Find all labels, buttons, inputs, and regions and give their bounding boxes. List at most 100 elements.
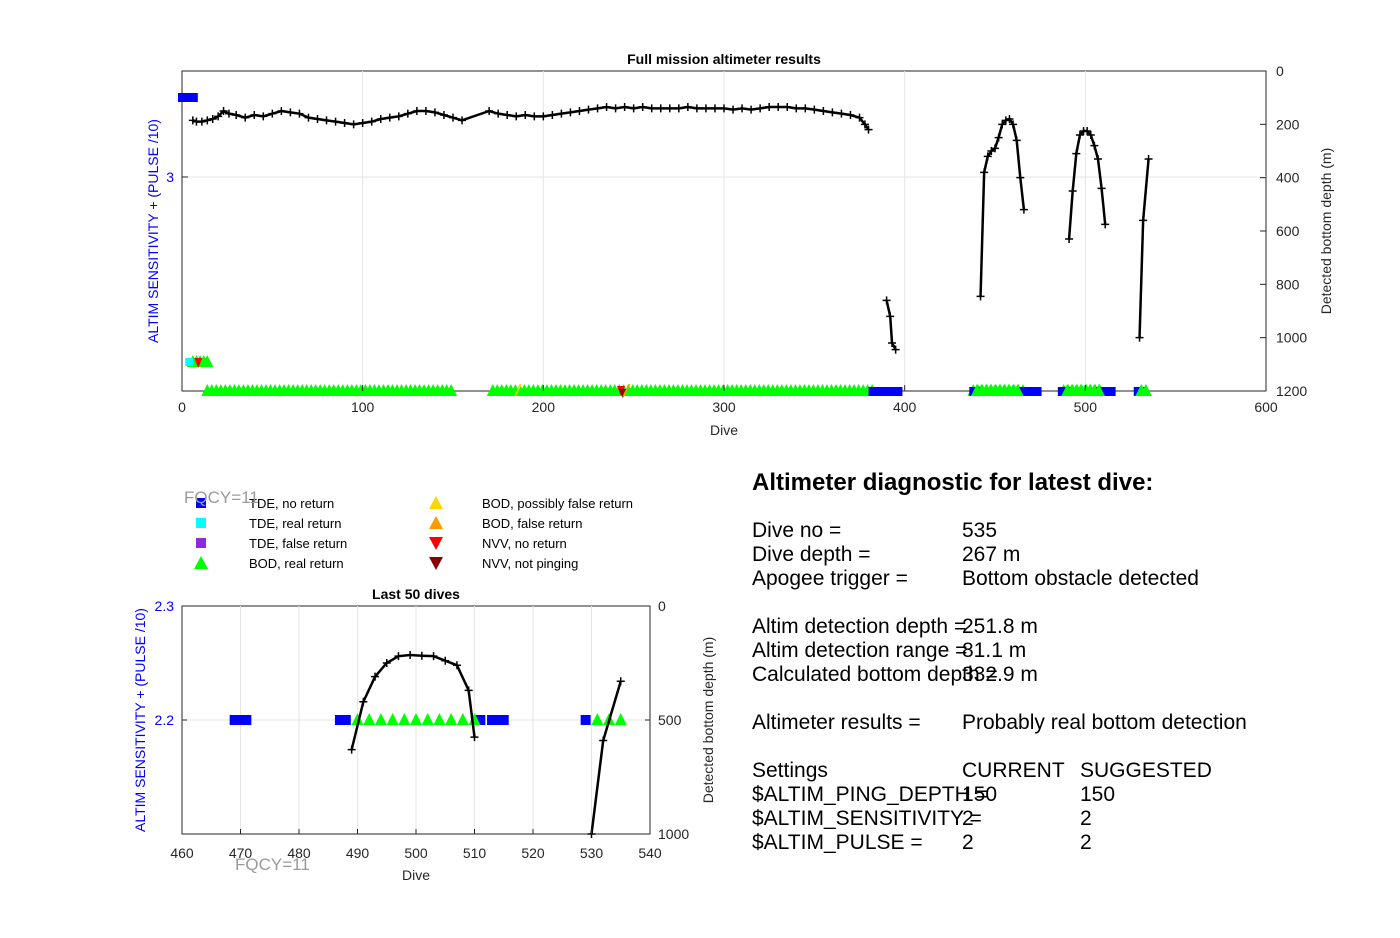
bottom-depth-point [584, 105, 593, 114]
bottom-depth-point [976, 292, 985, 301]
bottom-depth-point [674, 104, 683, 113]
top-y-tick-label: 3 [166, 169, 174, 185]
bottom-depth-point [512, 112, 521, 121]
bottom-bottom-depth-lines [347, 651, 625, 838]
bottom-depth-point [313, 115, 322, 123]
setting-suggested: 150 [1080, 783, 1116, 806]
bottom-depth-point [359, 697, 368, 706]
bottom-depth-point [376, 115, 385, 123]
tde-real-return-marker [185, 358, 194, 366]
legend-marker [196, 538, 206, 548]
top-y2-tick-label: 1000 [1276, 330, 1307, 346]
top-x-label: Dive [710, 422, 738, 438]
bottom-depth-point [385, 113, 394, 122]
tde-no-return-marker [892, 387, 899, 396]
setting-current: 150 [962, 783, 998, 806]
bod-real-return-marker [445, 384, 458, 396]
bottom-depth-point [485, 107, 494, 115]
bottom-depth-point [647, 104, 656, 113]
top-bottom-depth-lines [188, 103, 1153, 354]
bod-real-return-marker [363, 713, 376, 725]
legend-label: BOD, real return [249, 556, 344, 571]
bottom-depth-point [566, 108, 575, 117]
bottom-depth-point [286, 108, 295, 117]
top-y2-label: Detected bottom depth (m) [1318, 148, 1334, 315]
bottom-depth-point [819, 107, 828, 115]
full-mission-chart: 0 100 200 300 400 500 600 3 0 200 400 600 800 1000 120… [145, 51, 1334, 438]
top-x-tick-label: 0 [178, 399, 186, 415]
bottom-depth-point [452, 661, 461, 670]
bottom-depth-point [864, 125, 873, 134]
nvv-no-return-marker [194, 358, 203, 368]
legend-marker [429, 537, 443, 550]
bottom-depth-point [340, 119, 349, 127]
bottom-depth-point [1139, 216, 1148, 225]
setting-current: 2 [962, 807, 974, 830]
bottom-depth-point [1090, 141, 1099, 150]
bottom-depth-point [412, 107, 421, 115]
bottom-depth-point [720, 104, 728, 113]
bottom-depth-point [792, 104, 801, 113]
setting-label: $ALTIM_PING_DEPTH = [752, 783, 988, 806]
bod-real-return-marker [614, 713, 627, 725]
bod-real-return-marker [1011, 384, 1024, 396]
bottom-depth-point [188, 116, 197, 125]
bottom-depth-point [860, 120, 869, 129]
bottom-depth-point [557, 109, 566, 118]
bottom-depth-point [295, 109, 304, 118]
legend-label: BOD, false return [482, 516, 582, 531]
top-ticks: 0 100 200 300 400 500 600 3 0 200 400 600 800 1000 120… [166, 63, 1307, 415]
settings-header-suggested: SUGGESTED [1080, 759, 1212, 782]
bottom-depth-point [241, 113, 250, 122]
legend-label: NVV, no return [482, 536, 567, 551]
bottom-depth-point [886, 312, 895, 321]
bottom-depth-point [774, 103, 783, 111]
diagnostic-title: Altimeter diagnostic for latest dive: [752, 469, 1154, 496]
bottom-x-tick-label: 480 [287, 845, 311, 861]
tde-no-return-marker [580, 715, 591, 725]
setting-suggested: 2 [1080, 831, 1092, 854]
bottom-depth-point [1012, 136, 1021, 145]
bod-real-return-marker [1092, 384, 1105, 396]
diagnostic-label: Calculated bottom depth = [752, 663, 998, 686]
bottom-depth-point [602, 103, 611, 111]
bottom-depth-point [1075, 131, 1084, 139]
bottom-depth-point [503, 111, 512, 119]
bottom-x-tick-label: 490 [346, 845, 370, 861]
bottom-depth-point [394, 652, 403, 661]
tde-no-return-marker [868, 387, 880, 396]
bottom-depth-point [203, 116, 212, 125]
bottom-y2-tick-label: 1000 [658, 826, 689, 842]
diagnostic-label: Dive depth = [752, 543, 871, 566]
bottom-y2-tick-label: 0 [658, 598, 666, 614]
tde-no-return-marker [1027, 387, 1039, 396]
bottom-depth-point [801, 104, 810, 113]
bottom-depth-point [441, 656, 450, 665]
diagnostic-value: Probably real bottom detection [962, 711, 1247, 734]
bottom-y-tick-label: 2.3 [155, 598, 175, 614]
top-y2-tick-label: 1200 [1276, 383, 1307, 399]
bottom-depth-point [250, 111, 259, 119]
bod-real-return-marker [410, 713, 422, 725]
bottom-ticks: 460 470 480 490 500 510 520 530 540 2.2 2.3 0 500 100… [155, 598, 690, 861]
bottom-depth-point [837, 109, 846, 118]
bottom-depth-point [701, 104, 710, 113]
legend: TDE, no return TDE, real return TDE, false… [194, 496, 633, 571]
fqcy-label-top: FQCY=11 [184, 488, 259, 507]
bottom-depth-point [738, 104, 747, 113]
bottom-depth-point [367, 117, 376, 126]
bod-real-return-marker [421, 713, 434, 725]
bottom-x-tick-label: 460 [170, 845, 194, 861]
bod-false-marker [514, 383, 522, 397]
top-y2-tick-label: 800 [1276, 276, 1300, 292]
legend-marker [429, 516, 443, 529]
bottom-depth-point [406, 651, 415, 660]
bottom-depth-point [304, 113, 313, 122]
bottom-depth-point [539, 112, 548, 121]
bod-real-return-marker [398, 713, 411, 725]
legend-marker [196, 498, 206, 508]
bottom-depth-point [611, 104, 620, 113]
bottom-depth-point [1097, 184, 1106, 193]
bottom-depth-point [259, 112, 268, 121]
